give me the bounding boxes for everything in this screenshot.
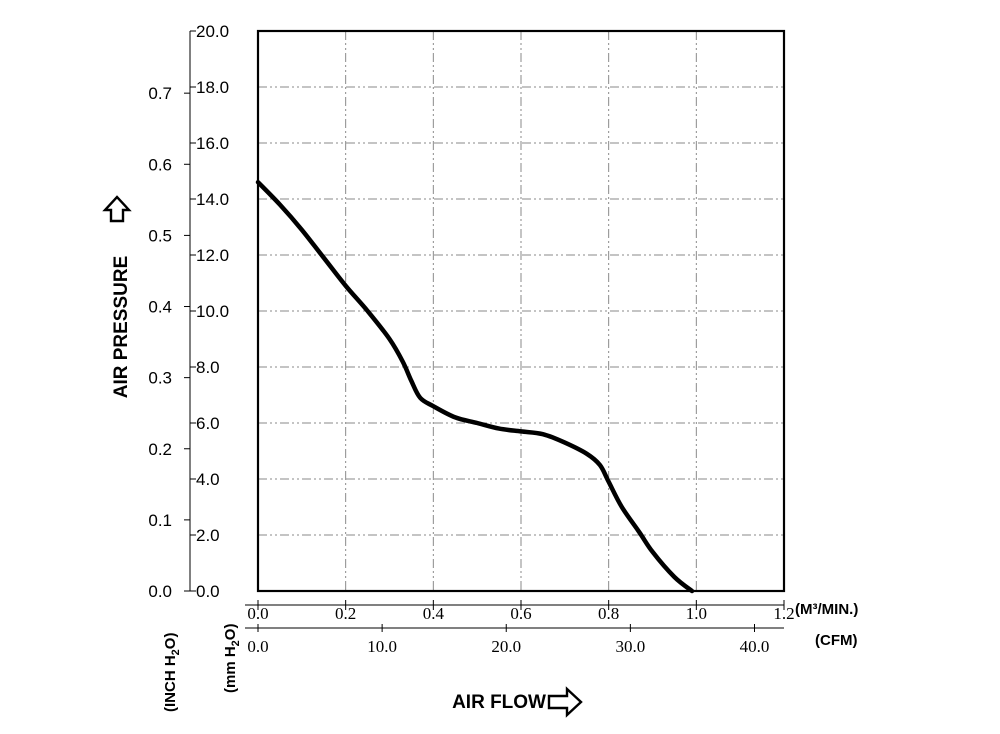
- y-unit-inch-sub: 2: [170, 649, 182, 655]
- y-unit-mm-h2o: (mm H2O): [222, 624, 242, 693]
- x-tick-label-cfm: 40.0: [740, 637, 770, 656]
- y-unit-mm-base: (mm H: [222, 646, 239, 693]
- series-group: [255, 179, 695, 594]
- y-axis-title: AIR PRESSURE: [111, 256, 132, 399]
- y-tick-label-mm: 16.0: [196, 134, 229, 153]
- y-unit-mm-sub: 2: [230, 640, 242, 646]
- arrow-up-icon: [102, 195, 132, 223]
- y-tick-label-mm: 4.0: [196, 470, 220, 489]
- x-tick-label-m3min: 0.0: [247, 604, 268, 623]
- y-tick-label-inch: 0.4: [148, 298, 172, 317]
- x-unit-m3min: (M³/MIN.): [795, 601, 858, 618]
- y-unit-inch-tail: O): [162, 633, 179, 650]
- x-tick-label-m3min: 0.8: [598, 604, 619, 623]
- pq-curve-line: [255, 179, 695, 594]
- x-tick-label-m3min: 0.4: [423, 604, 445, 623]
- grid-lines: [258, 31, 784, 591]
- x-tick-label-cfm: 30.0: [615, 637, 645, 656]
- y-unit-inch-h2o: (INCH H2O): [162, 633, 182, 712]
- x-tick-label-m3min: 1.0: [686, 604, 707, 623]
- x-tick-label-cfm: 20.0: [491, 637, 521, 656]
- y-tick-label-inch: 0.7: [148, 84, 172, 103]
- y-tick-label-mm: 20.0: [196, 22, 229, 41]
- y-tick-label-mm: 12.0: [196, 246, 229, 265]
- y-tick-label-inch: 0.5: [148, 226, 172, 245]
- axis-ticks: [184, 30, 785, 632]
- x-tick-label-m3min: 0.2: [335, 604, 356, 623]
- y-tick-label-inch: 0.1: [148, 511, 172, 530]
- x-tick-label-m3min: 0.6: [510, 604, 531, 623]
- y-unit-mm-tail: O): [222, 624, 239, 641]
- x-axis-title: AIR FLOW: [452, 692, 546, 713]
- arrow-right-shape: [547, 686, 583, 718]
- y-tick-label-mm: 8.0: [196, 358, 220, 377]
- x-tick-label-m3min: 1.2: [773, 604, 794, 623]
- y-unit-inch-base: (INCH H: [162, 655, 179, 712]
- x-tick-label-cfm: 10.0: [367, 637, 397, 656]
- tick-labels: 0.0 0.1 0.2 0.3 0.4 0.5 0.6 0.7 0.0 2.0 4.0 6.0 8.0 1…: [148, 22, 794, 656]
- x-unit-cfm: (CFM): [815, 632, 857, 649]
- plot-frame: [256, 29, 786, 593]
- y-tick-label-mm: 10.0: [196, 302, 229, 321]
- y-tick-label-mm: 0.0: [196, 582, 220, 601]
- y-tick-label-inch: 0.0: [148, 582, 172, 601]
- arrow-right-icon: [547, 686, 583, 718]
- y-tick-label-inch: 0.3: [148, 369, 172, 388]
- y-tick-label-inch: 0.6: [148, 155, 172, 174]
- x-tick-label-cfm: 0.0: [247, 637, 268, 656]
- y-tick-label-inch: 0.2: [148, 440, 172, 459]
- y-tick-label-mm: 2.0: [196, 526, 220, 545]
- arrow-up-shape: [102, 195, 132, 223]
- y-tick-label-mm: 14.0: [196, 190, 229, 209]
- y-tick-label-mm: 6.0: [196, 414, 220, 433]
- y-tick-label-mm: 18.0: [196, 78, 229, 97]
